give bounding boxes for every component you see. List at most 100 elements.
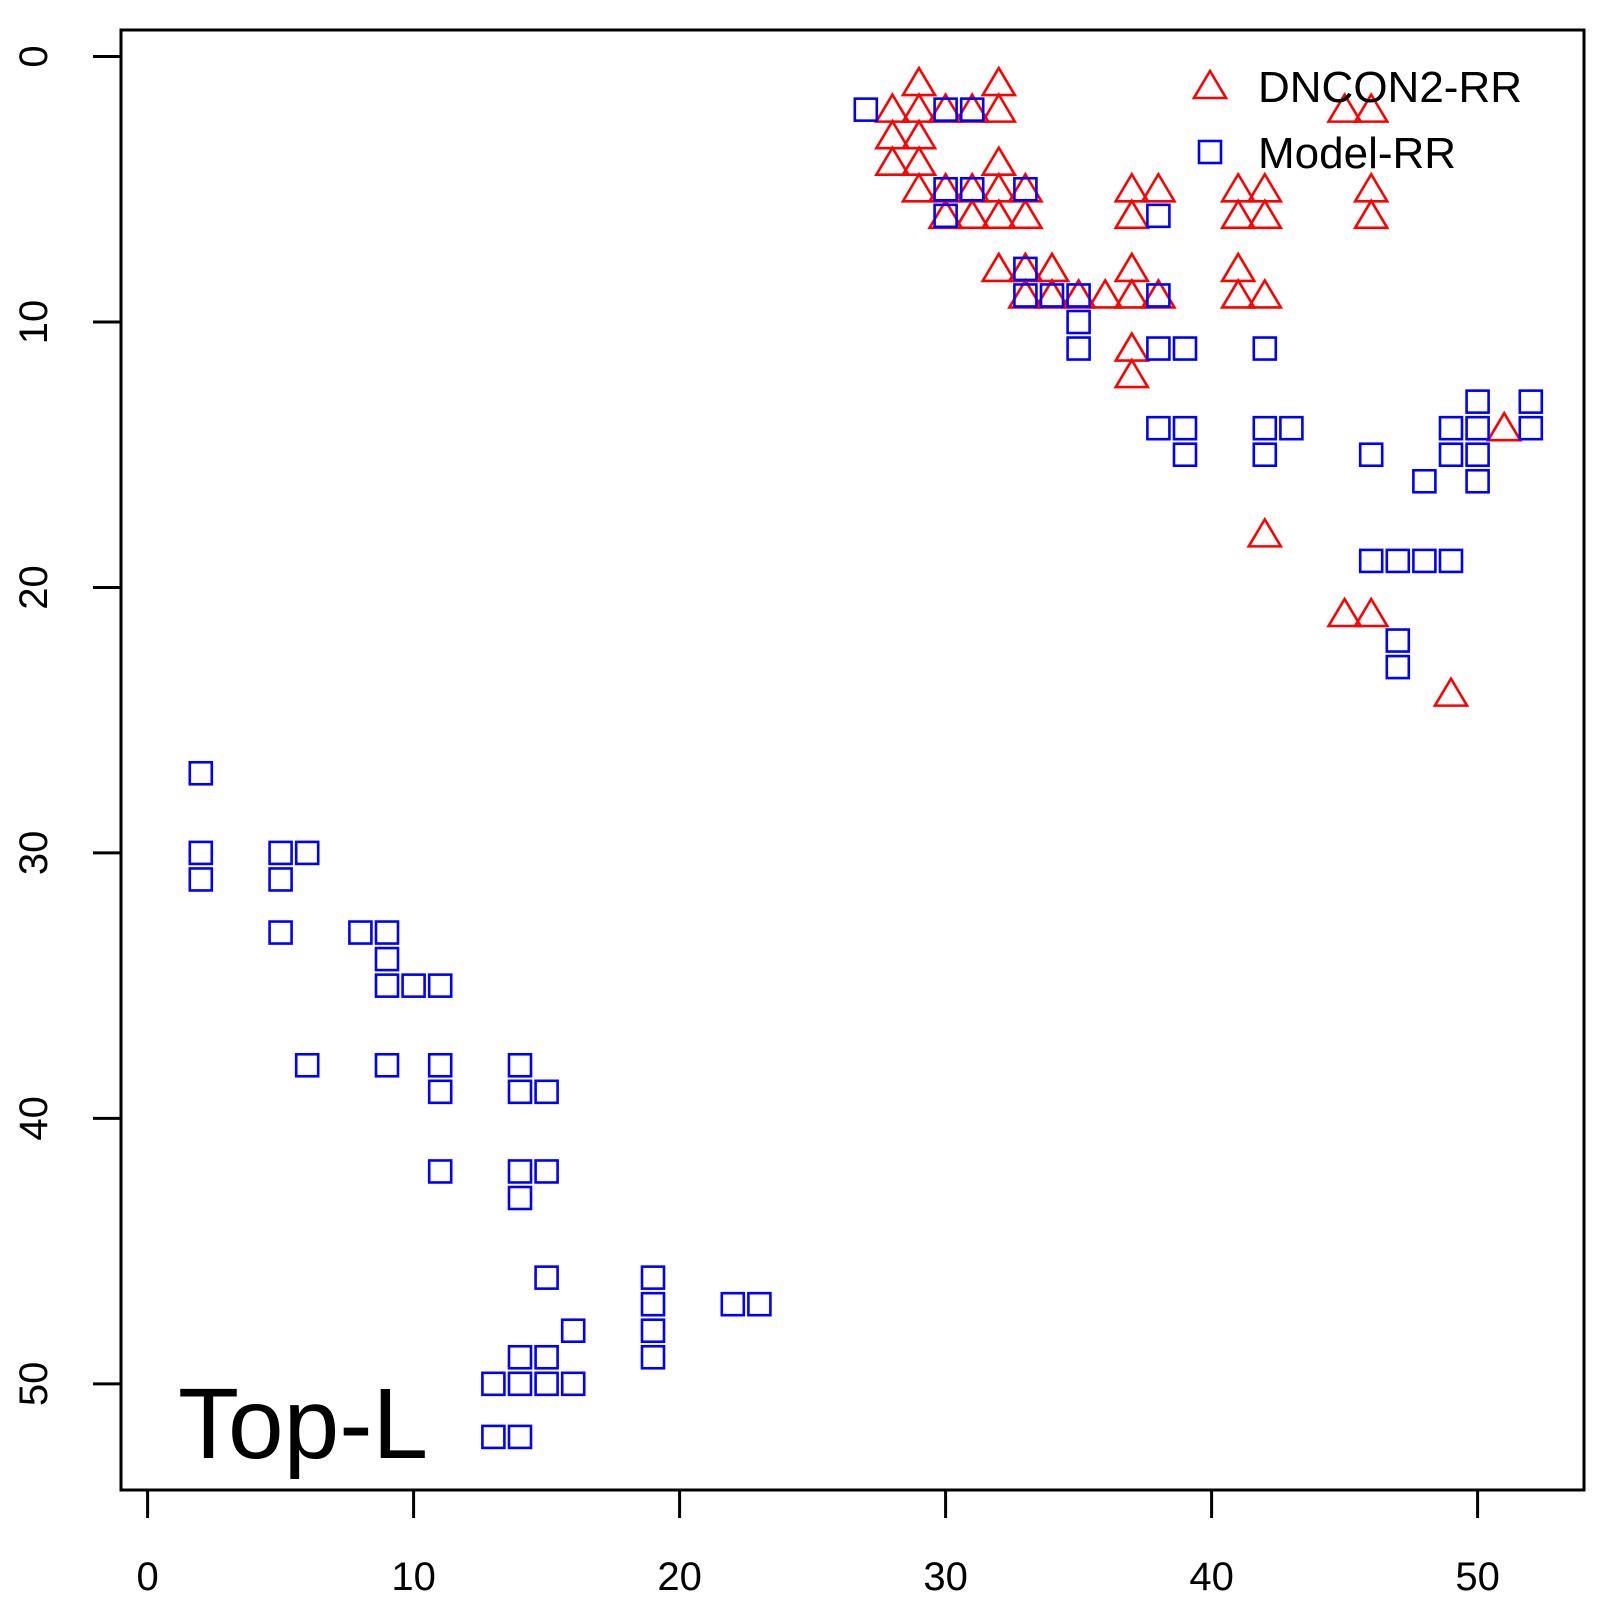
data-point bbox=[481, 1424, 506, 1450]
data-point bbox=[1358, 442, 1384, 468]
data-point bbox=[1086, 277, 1124, 309]
data-point bbox=[900, 65, 938, 97]
data-point bbox=[1246, 516, 1284, 548]
data-point bbox=[1252, 336, 1278, 361]
data-point bbox=[1412, 468, 1437, 494]
data-point bbox=[427, 1052, 453, 1078]
data-point bbox=[374, 946, 400, 972]
data-point bbox=[1246, 171, 1284, 203]
data-point bbox=[874, 92, 911, 123]
data-point bbox=[534, 1159, 559, 1184]
data-point bbox=[1033, 251, 1071, 283]
data-point bbox=[534, 1371, 559, 1397]
data-point bbox=[959, 176, 985, 202]
data-point bbox=[507, 1344, 533, 1370]
data-point bbox=[1039, 283, 1065, 308]
data-point bbox=[900, 145, 938, 177]
legend-label: Model-RR bbox=[1258, 129, 1456, 178]
data-point bbox=[1066, 283, 1091, 308]
data-point bbox=[374, 920, 400, 945]
plot-frame bbox=[119, 28, 1586, 1492]
data-point bbox=[1146, 415, 1171, 441]
data-point bbox=[1465, 442, 1490, 468]
data-point bbox=[640, 1265, 666, 1290]
data-point bbox=[1518, 389, 1544, 414]
y-tick-label: 20 bbox=[12, 565, 56, 610]
data-point bbox=[348, 920, 373, 945]
data-point bbox=[534, 1344, 559, 1370]
data-point bbox=[374, 1052, 400, 1078]
data-point bbox=[1013, 176, 1038, 202]
data-point bbox=[1146, 283, 1171, 308]
x-tick-label: 40 bbox=[1189, 1555, 1234, 1599]
data-point bbox=[1219, 277, 1257, 309]
data-point bbox=[1252, 415, 1278, 441]
data-point bbox=[853, 97, 879, 122]
data-point bbox=[1352, 171, 1390, 203]
data-point bbox=[933, 97, 958, 122]
data-point bbox=[507, 1185, 533, 1211]
data-point bbox=[188, 760, 214, 786]
data-point bbox=[294, 1052, 320, 1078]
data-point bbox=[1146, 336, 1171, 361]
data-point bbox=[874, 145, 911, 177]
data-point bbox=[1172, 415, 1198, 441]
data-point bbox=[1358, 548, 1384, 574]
data-point bbox=[1219, 251, 1257, 283]
data-point bbox=[933, 176, 958, 202]
x-axis: 0 10 20 30 40 50 bbox=[136, 1488, 1500, 1599]
data-point bbox=[1113, 357, 1151, 389]
data-points bbox=[188, 65, 1544, 1450]
data-point bbox=[1013, 256, 1038, 282]
data-point bbox=[1326, 596, 1363, 628]
data-point bbox=[188, 867, 214, 892]
data-point bbox=[900, 118, 938, 150]
legend-marker bbox=[1197, 139, 1223, 165]
data-point bbox=[268, 840, 293, 866]
data-point bbox=[507, 1371, 533, 1397]
data-point bbox=[507, 1424, 533, 1450]
data-point bbox=[534, 1265, 559, 1290]
data-point bbox=[1140, 171, 1177, 203]
data-point bbox=[1465, 389, 1490, 414]
data-point bbox=[427, 1079, 453, 1105]
legend-marker bbox=[1191, 68, 1229, 100]
data-point bbox=[481, 1371, 506, 1397]
data-point bbox=[1172, 442, 1198, 468]
data-point bbox=[1518, 415, 1544, 441]
data-point bbox=[900, 171, 938, 203]
data-point bbox=[507, 1052, 533, 1078]
data-point bbox=[1013, 283, 1038, 308]
data-point bbox=[268, 867, 293, 892]
data-point bbox=[427, 973, 453, 998]
data-point bbox=[1113, 251, 1151, 283]
data-point bbox=[1352, 198, 1390, 230]
data-point bbox=[1279, 415, 1304, 441]
data-point bbox=[1146, 203, 1171, 229]
data-point bbox=[1172, 336, 1198, 361]
panel-label: Top-L bbox=[178, 1368, 428, 1480]
legend: DNCON2-RR Model-RR bbox=[1191, 63, 1522, 178]
y-tick-label: 50 bbox=[12, 1362, 56, 1407]
data-point bbox=[980, 171, 1018, 203]
data-point bbox=[1432, 676, 1470, 707]
series-triangle-points bbox=[874, 65, 1523, 707]
data-point bbox=[1465, 468, 1490, 494]
data-point bbox=[427, 1159, 453, 1184]
data-point bbox=[1113, 331, 1151, 362]
data-point bbox=[560, 1318, 586, 1344]
data-point bbox=[874, 118, 911, 150]
x-tick-label: 10 bbox=[391, 1555, 436, 1599]
data-point bbox=[980, 65, 1018, 97]
data-point bbox=[1385, 548, 1411, 574]
data-point bbox=[1219, 198, 1257, 230]
data-point bbox=[640, 1318, 666, 1344]
y-tick-label: 40 bbox=[12, 1096, 56, 1141]
y-tick-label: 0 bbox=[12, 45, 56, 67]
data-point bbox=[1412, 548, 1437, 574]
data-point bbox=[1352, 596, 1390, 628]
data-point bbox=[1113, 277, 1151, 309]
data-point bbox=[507, 1159, 533, 1184]
data-point bbox=[1326, 92, 1363, 123]
